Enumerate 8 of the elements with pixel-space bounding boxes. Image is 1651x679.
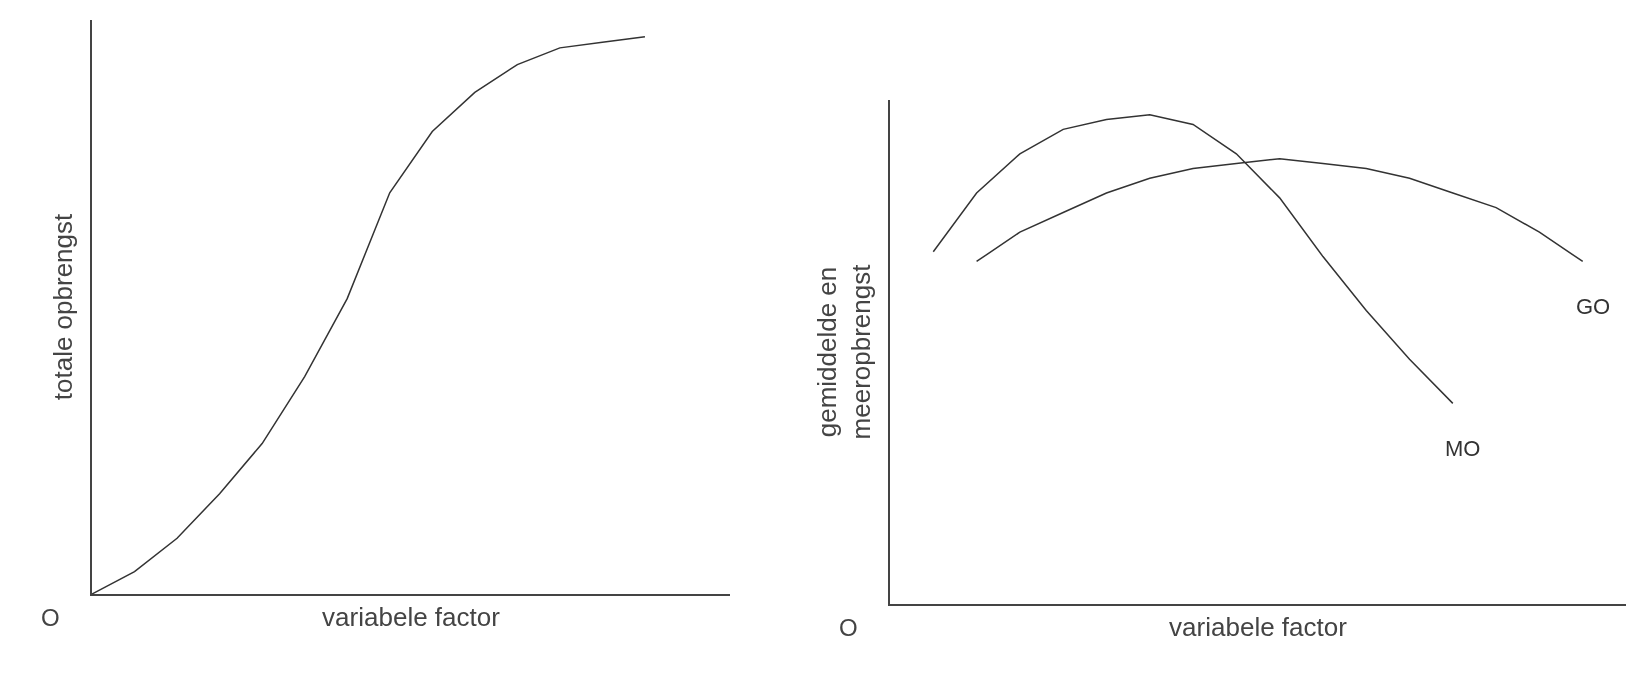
text: O bbox=[41, 604, 60, 631]
x-axis-title: variabele factor bbox=[1169, 612, 1348, 643]
x-axis-title: variabele factor bbox=[322, 602, 501, 633]
y-axis-title: gemiddelde en meeropbrengst bbox=[812, 263, 877, 440]
series-label: GO bbox=[1576, 294, 1611, 319]
series-label: MO bbox=[1445, 436, 1481, 461]
y-axis-title: totale opbrengst bbox=[48, 212, 79, 401]
text: O bbox=[839, 614, 858, 641]
